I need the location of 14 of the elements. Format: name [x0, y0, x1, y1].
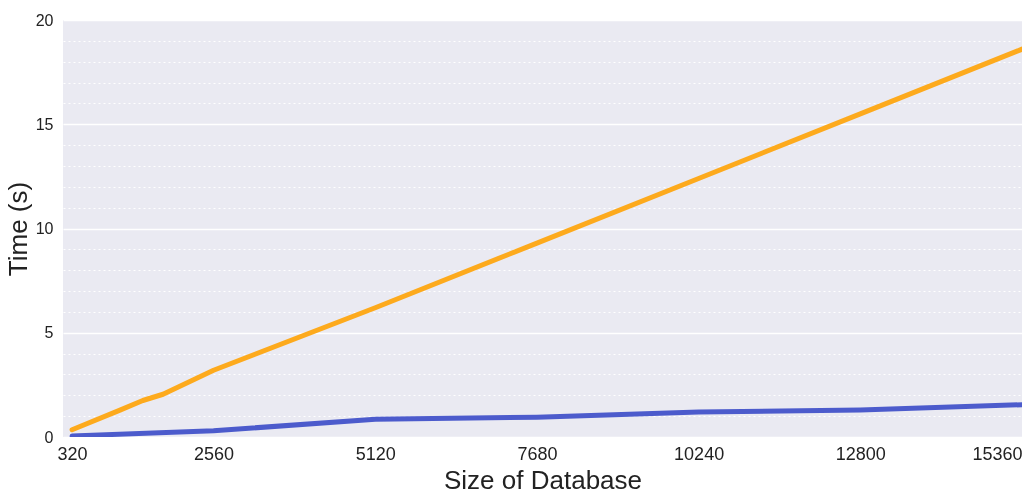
y-tick-label: 20	[35, 11, 54, 29]
x-axis-title: Size of Database	[443, 464, 643, 495]
x-tick-label: 7680	[517, 443, 558, 464]
y-tick-label: 0	[44, 428, 54, 446]
y-tick-label: 15	[35, 115, 54, 133]
x-tick-label: 12800	[835, 443, 886, 464]
x-tick-label: 15360	[972, 443, 1023, 464]
y-axis-title: Time (s)	[2, 181, 33, 277]
y-tick-label: 5	[44, 324, 54, 342]
x-tick-label: 10240	[674, 443, 725, 464]
x-tick-label: 2560	[194, 443, 235, 464]
x-tick-label: 5120	[355, 443, 396, 464]
y-tick-label: 10	[35, 220, 54, 237]
x-tick-label: 320	[57, 443, 88, 464]
